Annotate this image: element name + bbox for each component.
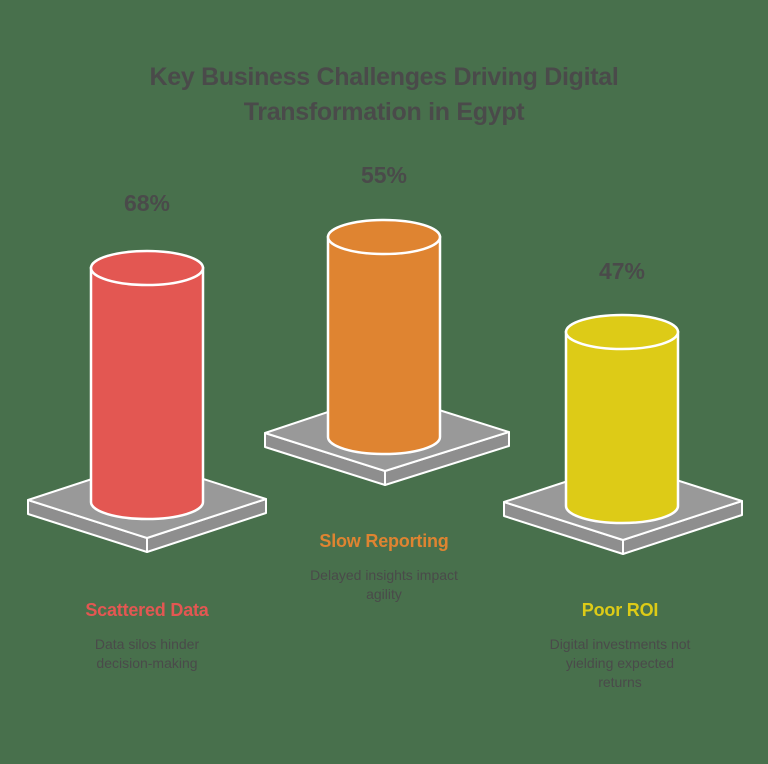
value-label-poor-roi: 47% bbox=[598, 258, 646, 284]
value-label-scattered-data: 68% bbox=[123, 190, 171, 216]
description-line: yielding expected bbox=[565, 655, 675, 671]
description-line: Data silos hinder bbox=[94, 636, 200, 652]
description-line: Delayed insights impact bbox=[310, 567, 458, 583]
chart-title-line-1: Key Business Challenges Driving Digital bbox=[149, 63, 619, 91]
description-line: agility bbox=[366, 586, 402, 602]
category-description: Digital investments not yielding expecte… bbox=[500, 635, 740, 692]
category-description: Delayed insights impact agility bbox=[264, 566, 504, 604]
category-poor-roi: Poor ROI Digital investments not yieldin… bbox=[500, 599, 740, 692]
category-description: Data silos hinder decision-making bbox=[27, 635, 267, 673]
category-name: Slow Reporting bbox=[319, 531, 449, 551]
bar-slow-reporting bbox=[264, 218, 510, 486]
chart-title-line-2: Transformation in Egypt bbox=[243, 98, 525, 126]
category-name: Poor ROI bbox=[581, 600, 659, 620]
bar-poor-roi bbox=[503, 313, 743, 555]
cylinder bbox=[326, 218, 442, 456]
description-line: decision-making bbox=[96, 655, 198, 671]
description-line: returns bbox=[598, 674, 642, 690]
chart-title: Key Business Challenges Driving Digital … bbox=[0, 60, 768, 130]
value-label-slow-reporting: 55% bbox=[360, 162, 408, 188]
description-line: Digital investments not bbox=[549, 636, 691, 652]
cylinder bbox=[89, 249, 205, 521]
category-scattered-data: Scattered Data Data silos hinder decisio… bbox=[27, 599, 267, 673]
bar-scattered-data bbox=[27, 249, 267, 553]
category-name: Scattered Data bbox=[85, 600, 209, 620]
cylinder bbox=[564, 313, 680, 525]
category-slow-reporting: Slow Reporting Delayed insights impact a… bbox=[264, 530, 504, 604]
